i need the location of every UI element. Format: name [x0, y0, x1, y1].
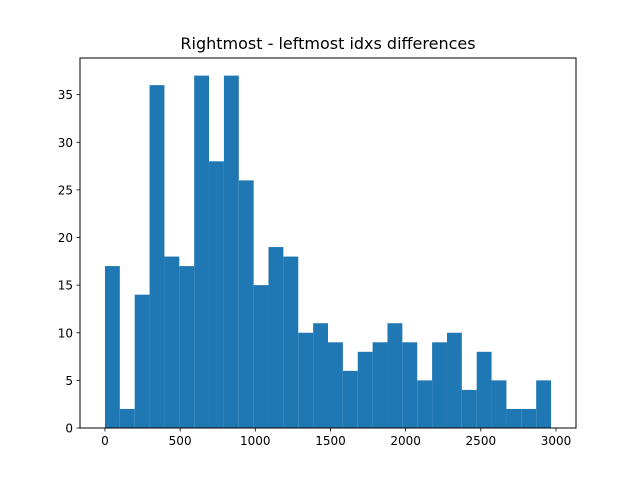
histogram-bar [238, 180, 254, 428]
x-tick-label: 500 [169, 434, 192, 448]
x-tick-label: 2500 [466, 434, 497, 448]
histogram-bar [149, 85, 165, 428]
histogram-bar [387, 323, 403, 428]
histogram-bar [283, 256, 299, 428]
histogram-bar [506, 408, 522, 428]
x-tick-label: 0 [101, 434, 109, 448]
y-tick-label: 10 [58, 326, 73, 340]
y-axis-ticks: 0 5 10 15 20 25 30 35 [58, 88, 80, 436]
histogram-bar [119, 408, 135, 428]
histogram-bar [402, 342, 418, 428]
y-tick-label: 20 [58, 231, 73, 245]
y-tick-label: 35 [58, 88, 73, 102]
histogram-bar [521, 408, 537, 428]
y-tick-label: 25 [58, 183, 73, 197]
histogram-bar [417, 380, 433, 428]
histogram-bar [536, 380, 552, 428]
histogram-bar [342, 370, 358, 428]
chart-title: Rightmost - leftmost idxs differences [180, 34, 475, 53]
y-tick-label: 0 [65, 422, 73, 436]
histogram-bar [372, 342, 388, 428]
histogram-bar [104, 266, 120, 428]
histogram-bar [164, 256, 180, 428]
histogram-bar [357, 351, 373, 428]
histogram-bar [194, 75, 210, 429]
histogram-bar [446, 332, 462, 428]
histogram-bar [268, 247, 284, 428]
histogram-bar [313, 323, 328, 428]
x-tick-label: 2000 [390, 434, 421, 448]
histogram-bar [328, 342, 343, 428]
x-tick-label: 1500 [315, 434, 346, 448]
y-tick-label: 5 [65, 374, 73, 388]
y-tick-label: 30 [58, 136, 73, 150]
histogram-bar [179, 266, 195, 428]
histogram-bar [134, 294, 150, 428]
bars-layer [104, 75, 552, 429]
histogram-bar [461, 389, 477, 428]
histogram-bar [476, 351, 492, 428]
axes-frame [79, 57, 577, 429]
histogram-bar [223, 75, 239, 429]
histogram-bar [491, 380, 507, 428]
histogram-bar [209, 161, 224, 428]
histogram-bar [298, 332, 314, 428]
histogram-bar [253, 285, 269, 428]
histogram-bar [432, 342, 447, 428]
y-tick-label: 15 [58, 279, 73, 293]
x-tick-label: 3000 [541, 434, 572, 448]
x-tick-label: 1000 [240, 434, 271, 448]
x-axis-ticks: 0 500 1000 1500 2000 2500 3000 [101, 428, 571, 448]
